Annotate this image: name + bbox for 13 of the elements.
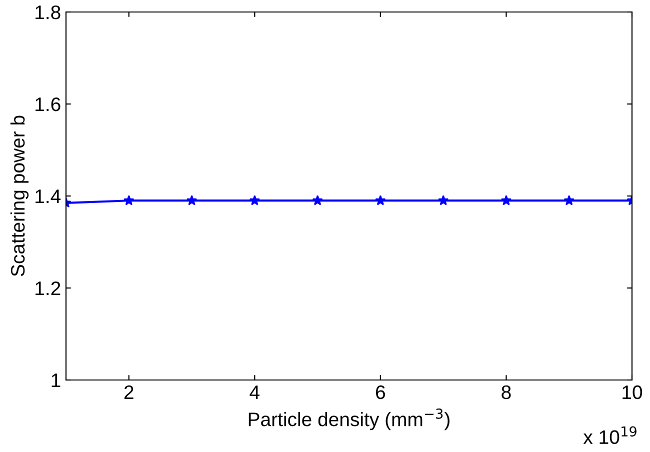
y-tick-label: 1.8: [36, 5, 60, 20]
y-tick-label: 1.2: [36, 281, 60, 296]
x-tick-label: 4: [250, 386, 260, 399]
x-tick-label: 10: [622, 385, 642, 400]
x-axis-title: Particle density (mm$^{−3}$): [248, 408, 450, 430]
y-tick-label: 1: [52, 374, 60, 388]
y-tick-label: 1.6: [36, 97, 60, 112]
y-axis-title: Scattering power b: [10, 116, 29, 276]
x-tick-label: 6: [376, 385, 385, 400]
x-tick-label: 8: [502, 385, 511, 400]
x-tick-label: 2: [124, 385, 134, 399]
text: x 10$^{19}$: [583, 426, 636, 444]
y-tick-label: 1.4: [36, 190, 61, 204]
